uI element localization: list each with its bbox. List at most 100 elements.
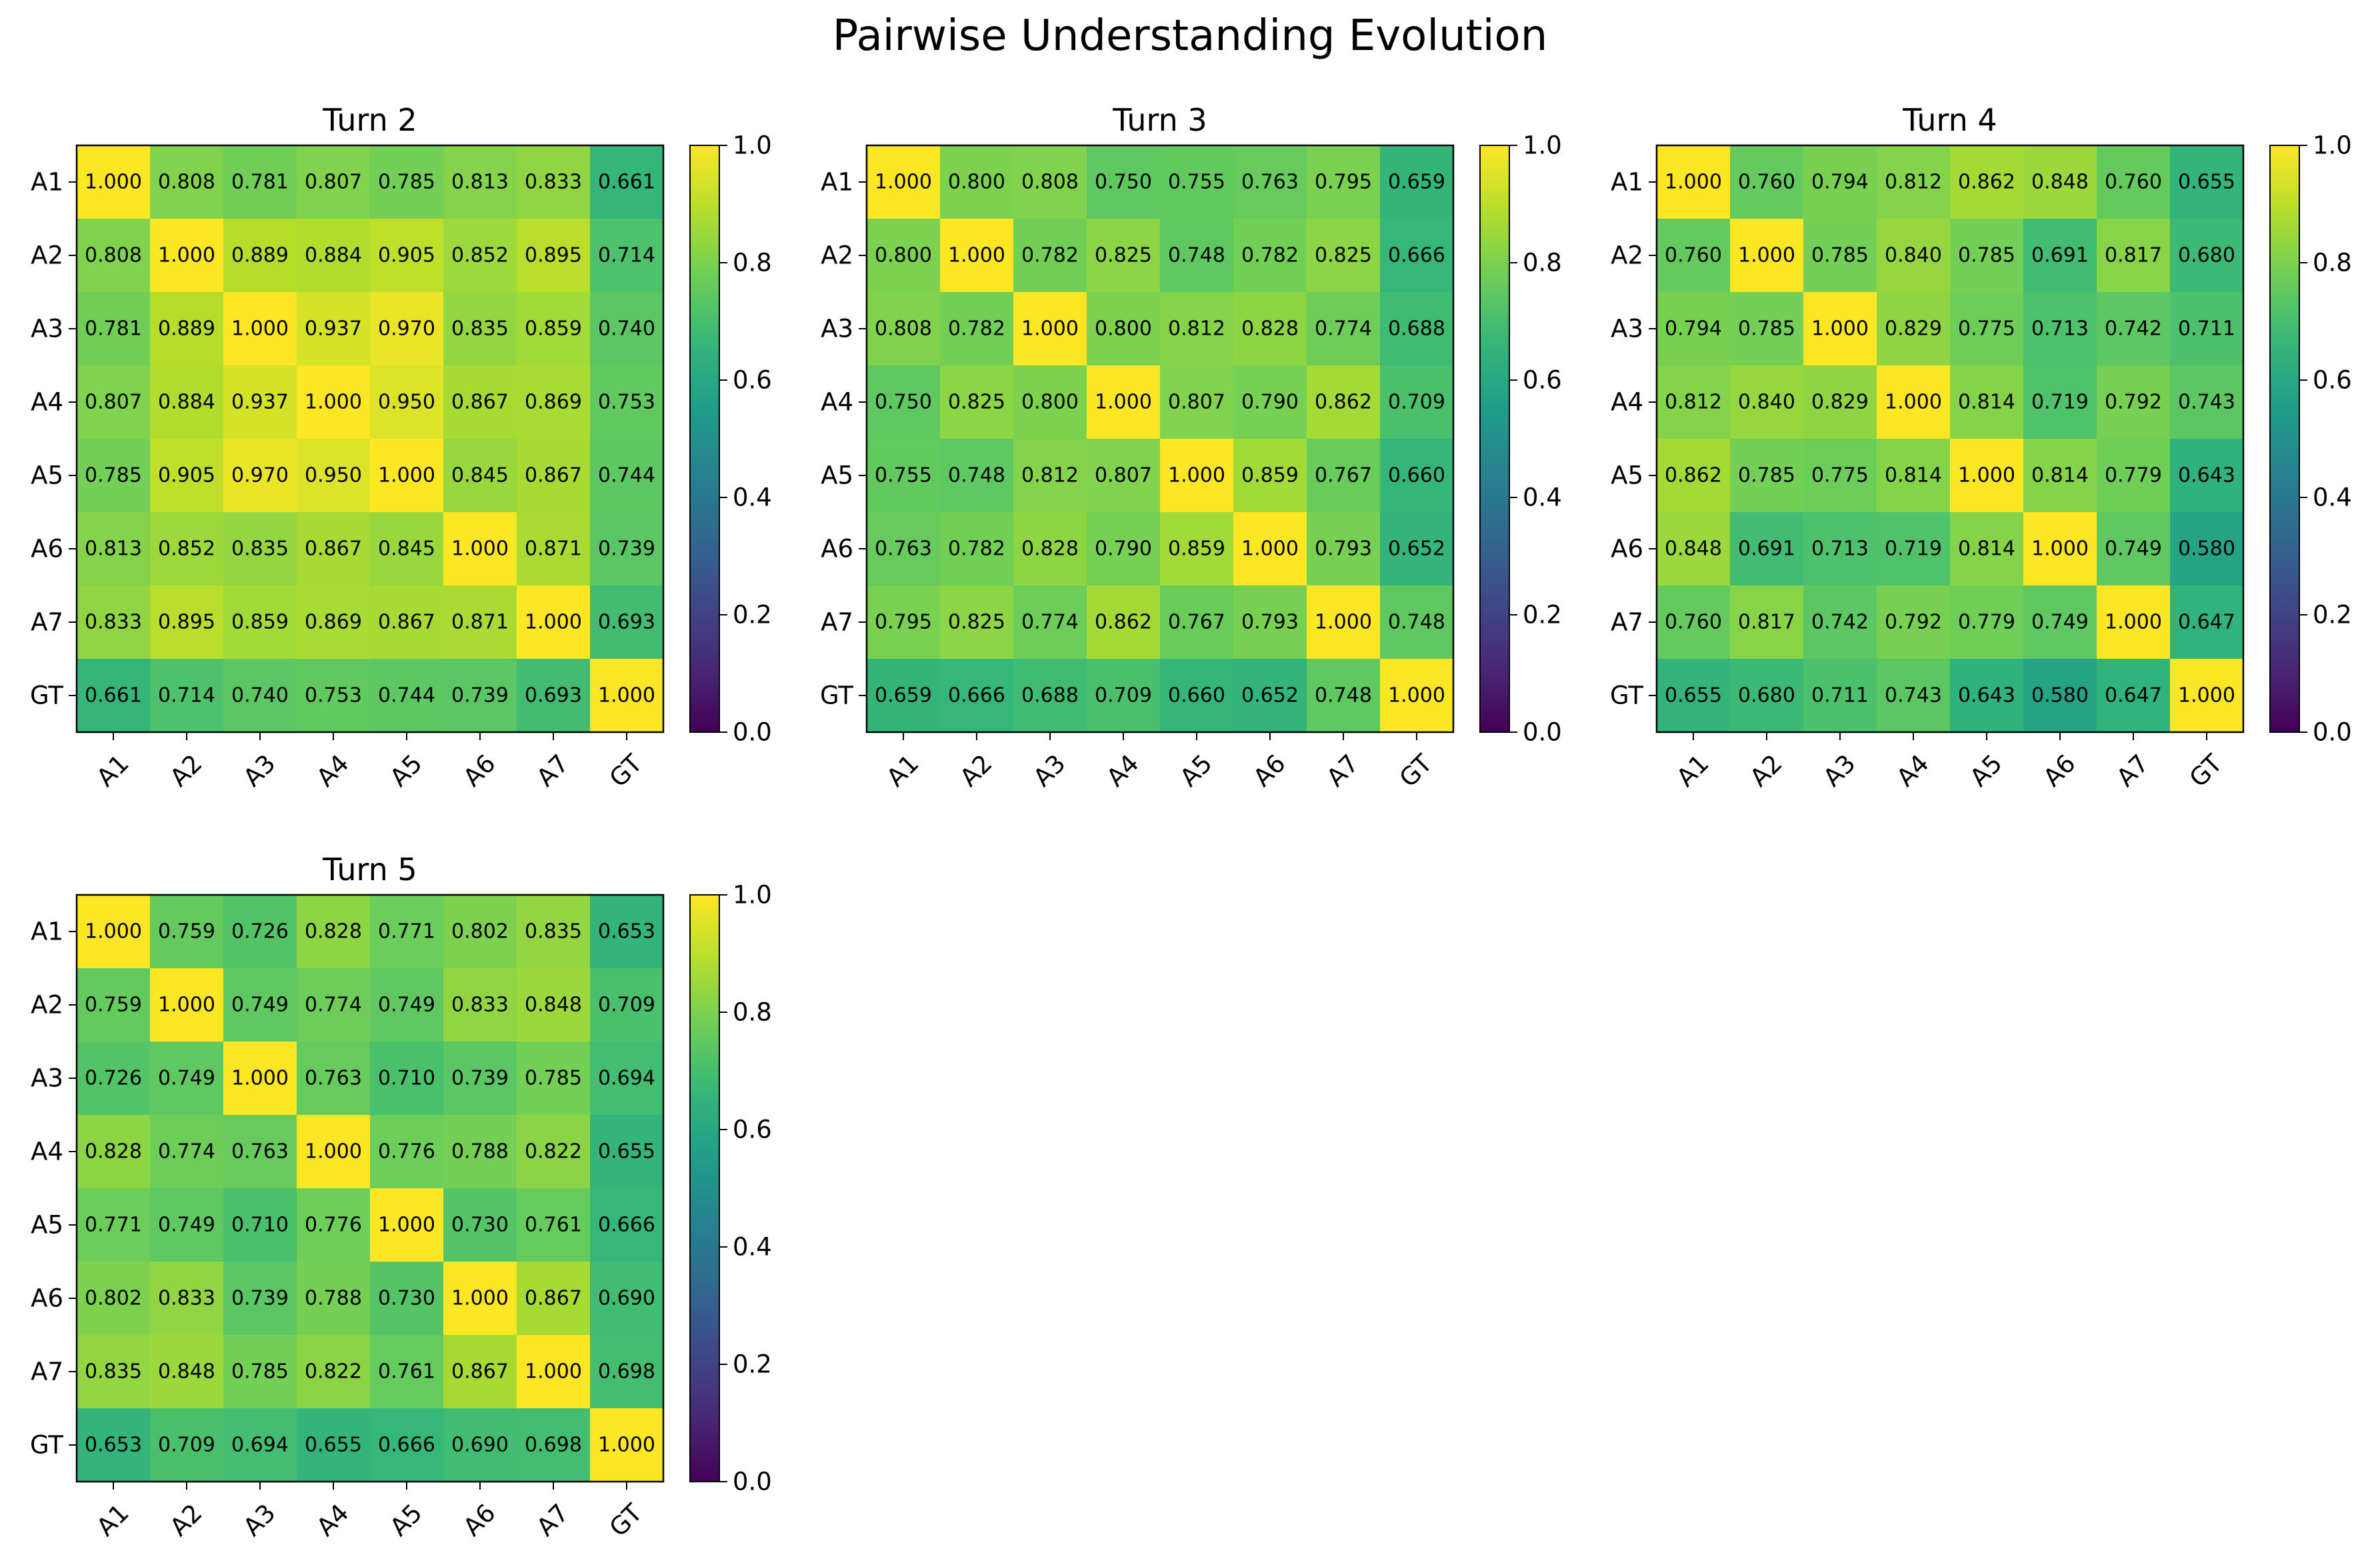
cell-value-label: 0.782 bbox=[948, 317, 1005, 341]
cell-value-label: 0.653 bbox=[598, 920, 655, 944]
cell-value-label: 0.652 bbox=[1388, 537, 1445, 561]
x-tick-label: A4 bbox=[311, 1498, 355, 1542]
heatmap-cell bbox=[223, 968, 297, 1042]
heatmap-cell bbox=[150, 145, 224, 219]
cell-value-label: 0.840 bbox=[1885, 244, 1942, 267]
cell-value-label: 0.788 bbox=[305, 1287, 362, 1310]
cell-value-label: 1.000 bbox=[525, 1360, 582, 1384]
heatmap-cell bbox=[590, 1262, 664, 1336]
x-tick-label: A5 bbox=[385, 1498, 428, 1542]
heatmap-cell bbox=[150, 1115, 224, 1189]
heatmap-cell bbox=[1307, 439, 1381, 513]
cell-value-label: 0.812 bbox=[1885, 171, 1942, 194]
cell-value-label: 0.744 bbox=[378, 684, 435, 707]
heatmap-cell bbox=[1657, 145, 1731, 219]
colorbar-tick-label: 0.8 bbox=[733, 249, 772, 277]
heatmap-cell bbox=[150, 659, 224, 733]
cell-value-label: 0.760 bbox=[2105, 171, 2162, 194]
y-tick-label: A5 bbox=[1611, 461, 1643, 490]
y-tick-label: A7 bbox=[31, 608, 63, 637]
plot-frame bbox=[1655, 144, 2245, 733]
y-tick-label: A1 bbox=[31, 168, 63, 197]
colorbar bbox=[2269, 145, 2300, 733]
cell-value-label: 0.817 bbox=[2105, 244, 2162, 267]
heatmap-cell bbox=[1657, 659, 1731, 733]
cell-value-label: 0.800 bbox=[1095, 317, 1152, 341]
cell-value-label: 0.835 bbox=[231, 537, 289, 561]
heatmap-cell bbox=[2170, 439, 2244, 513]
heatmap-cell bbox=[1013, 585, 1087, 659]
cell-value-label: 0.825 bbox=[948, 611, 1005, 634]
heatmap-cell bbox=[370, 585, 444, 659]
cell-value-label: 0.760 bbox=[1665, 611, 1722, 634]
heatmap-cell bbox=[1087, 365, 1161, 439]
heatmap-cell bbox=[297, 659, 371, 733]
cell-value-label: 0.840 bbox=[1738, 391, 1795, 414]
cell-value-label: 0.950 bbox=[378, 391, 435, 414]
heatmap-cell bbox=[77, 659, 151, 733]
heatmap-cell bbox=[517, 895, 591, 969]
cell-value-label: 0.714 bbox=[598, 244, 655, 267]
heatmap-cell bbox=[1730, 145, 1804, 219]
heatmap-cell bbox=[1087, 145, 1161, 219]
heatmap-cell bbox=[297, 968, 371, 1042]
cell-value-label: 1.000 bbox=[378, 1214, 435, 1237]
heatmap-cell bbox=[590, 968, 664, 1042]
cell-value-label: 0.655 bbox=[2178, 171, 2235, 194]
heatmap-cell bbox=[223, 1408, 297, 1482]
cell-value-label: 0.813 bbox=[85, 537, 142, 561]
cell-value-label: 0.666 bbox=[1388, 244, 1445, 267]
heatmap-cell bbox=[2097, 439, 2171, 513]
cell-value-label: 0.713 bbox=[1811, 537, 1869, 561]
colorbar-tick-label: 0.2 bbox=[2313, 601, 2352, 629]
heatmap-cell bbox=[1803, 512, 1877, 586]
heatmap-cell bbox=[370, 365, 444, 439]
colorbar-tick-label: 1.0 bbox=[2313, 131, 2352, 160]
cell-value-label: 1.000 bbox=[1168, 464, 1225, 487]
cell-value-label: 0.763 bbox=[1241, 171, 1299, 194]
cell-value-label: 0.829 bbox=[1885, 317, 1942, 341]
cell-value-label: 1.000 bbox=[1738, 244, 1795, 267]
heatmap-cell bbox=[867, 659, 941, 733]
heatmap-cell bbox=[77, 1115, 151, 1189]
heatmap-cell bbox=[223, 439, 297, 513]
heatmap-cell bbox=[1730, 585, 1804, 659]
cell-value-label: 0.781 bbox=[231, 171, 289, 194]
heatmap-cell bbox=[517, 1042, 591, 1116]
heatmap-cell bbox=[150, 1188, 224, 1262]
cell-value-label: 0.793 bbox=[1315, 537, 1372, 561]
colorbar bbox=[1479, 145, 1510, 733]
panel-title: Turn 5 bbox=[322, 852, 417, 888]
heatmap-cell bbox=[223, 895, 297, 969]
cell-value-label: 0.785 bbox=[1811, 244, 1869, 267]
cell-value-label: 0.869 bbox=[525, 391, 582, 414]
heatmap-cell bbox=[590, 585, 664, 659]
heatmap-cell bbox=[1380, 439, 1454, 513]
heatmap-cell bbox=[1950, 145, 2024, 219]
heatmap-cell bbox=[77, 145, 151, 219]
heatmap-cell bbox=[1877, 585, 1951, 659]
heatmap-cell bbox=[1160, 585, 1234, 659]
cell-value-label: 0.822 bbox=[525, 1140, 582, 1164]
heatmap-cell bbox=[517, 1262, 591, 1336]
heatmap-cell bbox=[2097, 365, 2171, 439]
heatmap-cell bbox=[940, 659, 1014, 733]
heatmap-cell bbox=[1233, 365, 1307, 439]
heatmap-cell bbox=[940, 292, 1014, 366]
x-tick-label: A7 bbox=[2111, 749, 2155, 792]
x-tick-label: A1 bbox=[881, 749, 925, 792]
heatmap-cell bbox=[370, 439, 444, 513]
heatmap-cell bbox=[517, 219, 591, 293]
x-tick-label: GT bbox=[604, 1498, 648, 1542]
heatmap-cell bbox=[590, 659, 664, 733]
heatmap-cell bbox=[1307, 365, 1381, 439]
cell-value-label: 0.828 bbox=[305, 920, 362, 944]
cell-value-label: 0.709 bbox=[1388, 391, 1445, 414]
cell-value-label: 0.795 bbox=[875, 611, 932, 634]
heatmap-cell bbox=[1233, 292, 1307, 366]
heatmap-cell bbox=[297, 512, 371, 586]
cell-value-label: 0.750 bbox=[1095, 171, 1152, 194]
heatmap-cell bbox=[443, 1262, 517, 1336]
heatmap-cell bbox=[1657, 512, 1731, 586]
cell-value-label: 0.793 bbox=[1241, 611, 1299, 634]
